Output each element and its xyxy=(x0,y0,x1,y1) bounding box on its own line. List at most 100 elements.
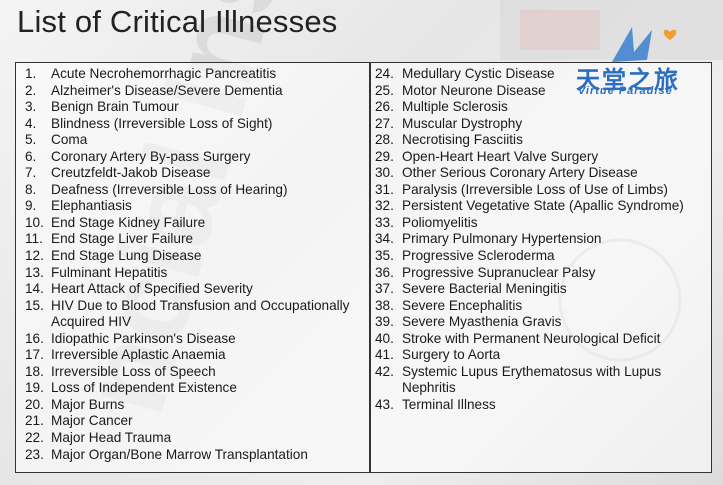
item-name: Acute Necrohemorrhagic Pancreatitis xyxy=(51,66,277,81)
item-name: Primary Pulmonary Hypertension xyxy=(402,231,602,247)
item-name: Severe Myasthenia Gravis xyxy=(402,314,562,330)
illness-item: 8. Deafness (Irreversible Loss of Hearing… xyxy=(25,182,351,199)
illness-item: 10. End Stage Kidney Failure xyxy=(25,215,351,232)
item-number: 40. xyxy=(375,330,394,346)
item-name: Terminal Illness xyxy=(402,396,496,412)
logo-english: Virtue Paradise xyxy=(578,85,673,97)
item-number: 41. xyxy=(375,347,394,363)
illness-item: 4. Blindness (Irreversible Loss of Sight) xyxy=(25,116,351,133)
item-number: 42. xyxy=(375,363,394,379)
illness-item: 43. Terminal Illness xyxy=(375,397,702,414)
illness-item: 38. Severe Encephalitis xyxy=(375,298,702,315)
item-number: 32. xyxy=(375,198,394,214)
item-name: End Stage Kidney Failure xyxy=(51,214,206,230)
illness-item: 1. Acute Necrohemorrhagic Pancreatitis xyxy=(25,66,351,83)
item-number: 43. xyxy=(375,396,394,412)
illness-item: 25. Motor Neurone Disease xyxy=(375,83,702,100)
item-number: 5. xyxy=(25,132,37,148)
illness-item: 26. Multiple Sclerosis xyxy=(375,99,702,116)
item-number: 23. xyxy=(25,446,44,462)
item-number: 27. xyxy=(375,115,394,131)
item-number: 39. xyxy=(375,314,394,330)
item-name: Multiple Sclerosis xyxy=(402,99,508,115)
illness-item: 15. HIV Due to Blood Transfusion and Occu… xyxy=(25,298,351,331)
illness-item: 6. Coronary Artery By-pass Surgery xyxy=(25,149,351,166)
illness-item: 36. Progressive Supranuclear Palsy xyxy=(375,265,702,282)
item-number: 29. xyxy=(375,148,394,164)
illness-item: 3. Benign Brain Tumour xyxy=(25,99,351,116)
illness-item: 9. Elephantiasis xyxy=(25,198,351,215)
item-name: Alzheimer's Disease/Severe Dementia xyxy=(51,82,283,98)
item-number: 7. xyxy=(25,165,37,181)
column: 24. Medullary Cystic Disease 25. Motor Neur… xyxy=(375,66,702,413)
illness-item: 40. Stroke with Permanent Neurological De… xyxy=(375,331,702,348)
item-name: Necrotising Fasciitis xyxy=(402,132,523,148)
item-number: 4. xyxy=(25,115,37,131)
item-number: 30. xyxy=(375,165,394,181)
item-name: HIV Due to Blood Transfusion and Occupat… xyxy=(51,297,350,330)
item-number: 3. xyxy=(25,99,37,115)
item-name: Muscular Dystrophy xyxy=(402,115,523,131)
item-number: 22. xyxy=(25,430,44,446)
illness-item: 7. Creutzfeldt-Jakob Disease xyxy=(25,165,351,182)
column: 1. Acute Necrohemorrhagic Pancreatitis 2. A… xyxy=(25,66,351,463)
illness-item: 20. Major Burns xyxy=(25,397,351,414)
item-number: 10. xyxy=(25,214,44,230)
item-name: Coma xyxy=(51,132,88,148)
item-number: 34. xyxy=(375,231,394,247)
item-name: Major Head Trauma xyxy=(51,430,172,446)
item-number: 33. xyxy=(375,214,394,230)
item-name: Fulminant Hepatitis xyxy=(51,264,168,280)
item-name: Deafness (Irreversible Loss of Hearing) xyxy=(51,181,288,197)
illness-item: 12. End Stage Lung Disease xyxy=(25,248,351,265)
illness-item: 29. Open-Heart Heart Valve Surgery xyxy=(375,149,702,166)
illness-item: 11. End Stage Liver Failure xyxy=(25,231,351,248)
item-name: Irreversible Aplastic Anaemia xyxy=(51,347,226,363)
illness-item: 27. Muscular Dystrophy xyxy=(375,116,702,133)
illness-item: 28. Necrotising Fasciitis xyxy=(375,132,702,149)
logo-icon xyxy=(612,27,677,62)
item-number: 37. xyxy=(375,281,394,297)
item-number: 11. xyxy=(25,231,43,247)
item-name: Surgery to Aorta xyxy=(402,347,501,363)
item-number: 6. xyxy=(25,148,37,164)
item-number: 2. xyxy=(25,82,37,98)
item-number: 31. xyxy=(375,181,394,197)
item-name: Idiopathic Parkinson's Disease xyxy=(51,330,236,346)
illness-item: 30. Other Serious Coronary Artery Disease xyxy=(375,165,702,182)
item-number: 20. xyxy=(25,396,44,412)
item-number: 8. xyxy=(25,181,37,197)
column-divider xyxy=(369,63,371,472)
illness-item: 19. Loss of Independent Existence xyxy=(25,380,351,397)
illness-item: 17. Irreversible Aplastic Anaemia xyxy=(25,347,351,364)
item-name: Open-Heart Heart Valve Surgery xyxy=(402,148,599,164)
illness-item: 21. Major Cancer xyxy=(25,413,351,430)
logo: 天堂之旅 Virtue Paradise xyxy=(572,22,717,97)
item-name: Irreversible Loss of Speech xyxy=(51,363,216,379)
item-name: Blindness (Irreversible Loss of Sight) xyxy=(51,115,273,131)
item-name: Loss of Independent Existence xyxy=(51,380,237,396)
item-number: 26. xyxy=(375,99,394,115)
item-name: Systemic Lupus Erythematosus with Lupus … xyxy=(402,363,662,396)
item-number: 17. xyxy=(25,347,44,363)
illness-item: 22. Major Head Trauma xyxy=(25,430,351,447)
item-number: 1. xyxy=(25,66,37,81)
item-name: Heart Attack of Specified Severity xyxy=(51,281,253,297)
illness-item: 23. Major Organ/Bone Marrow Transplantati… xyxy=(25,447,351,464)
item-number: 28. xyxy=(375,132,394,148)
item-name: Benign Brain Tumour xyxy=(51,99,179,115)
illness-item: 24. Medullary Cystic Disease xyxy=(375,66,702,83)
item-name: Progressive Scleroderma xyxy=(402,248,555,264)
item-number: 9. xyxy=(25,198,37,214)
item-name: Persistent Vegetative State (Apallic Syn… xyxy=(402,198,684,214)
illness-item: 14. Heart Attack of Specified Severity xyxy=(25,281,351,298)
illness-item: 33. Poliomyelitis xyxy=(375,215,702,232)
illness-item: 39. Severe Myasthenia Gravis xyxy=(375,314,702,331)
item-name: Progressive Supranuclear Palsy xyxy=(402,264,596,280)
item-name: Major Organ/Bone Marrow Transplantation xyxy=(51,446,308,462)
item-name: Major Burns xyxy=(51,396,125,412)
illness-table: 1. Acute Necrohemorrhagic Pancreatitis 2. A… xyxy=(15,62,712,473)
illness-item: 2. Alzheimer's Disease/Severe Dementia xyxy=(25,83,351,100)
item-name: Medullary Cystic Disease xyxy=(402,66,555,81)
